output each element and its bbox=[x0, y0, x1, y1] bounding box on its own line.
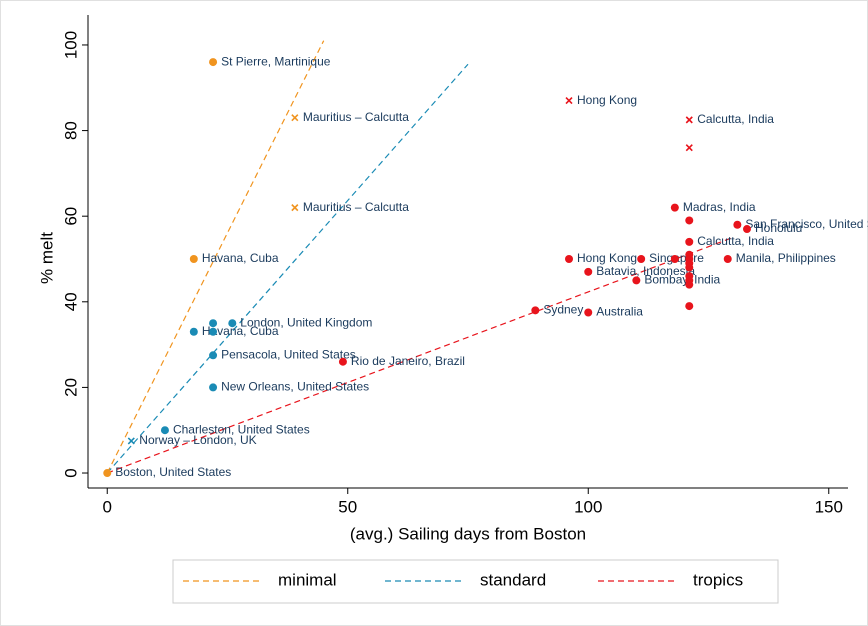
x-axis-title: (avg.) Sailing days from Boston bbox=[350, 524, 586, 543]
legend-label: tropics bbox=[693, 570, 743, 589]
point bbox=[103, 469, 112, 478]
point-label: Calcutta, India bbox=[697, 234, 774, 248]
x-tick-label: 50 bbox=[338, 497, 357, 516]
point-label: Honolulu bbox=[755, 221, 802, 235]
point-label: Havana, Cuba bbox=[202, 324, 279, 338]
point bbox=[565, 97, 573, 105]
point bbox=[189, 327, 198, 336]
point-label: London, United Kingdom bbox=[240, 315, 372, 329]
point-label: Mauritius – Calcutta bbox=[303, 110, 409, 124]
x-tick-label: 0 bbox=[103, 497, 112, 516]
point-label: Rio de Janeiro, Brazil bbox=[351, 354, 465, 368]
point bbox=[531, 306, 540, 315]
point-label: Charleston, United States bbox=[173, 422, 310, 436]
point bbox=[685, 280, 694, 289]
point-label: Hong Kong bbox=[577, 93, 637, 107]
point bbox=[637, 254, 646, 263]
point bbox=[685, 302, 694, 311]
point bbox=[160, 426, 169, 435]
point-label: Calcutta, India bbox=[697, 112, 774, 126]
y-axis-title: % melt bbox=[37, 232, 56, 284]
point bbox=[209, 383, 218, 392]
point-label: Hong Kong bbox=[577, 251, 637, 265]
point bbox=[565, 254, 574, 263]
point-label: New Orleans, United States bbox=[221, 380, 369, 394]
point-label: Bombay, India bbox=[644, 273, 720, 287]
x-tick-label: 100 bbox=[574, 497, 602, 516]
point bbox=[209, 351, 218, 360]
point bbox=[291, 204, 299, 212]
plot-area: St Pierre, Martinique Havana, Cuba Boston,… bbox=[103, 40, 868, 479]
point bbox=[209, 319, 218, 328]
point bbox=[291, 114, 299, 122]
legend-label: minimal bbox=[278, 570, 337, 589]
point-label: Sydney bbox=[543, 303, 583, 317]
fit-line bbox=[107, 237, 733, 474]
legend-box bbox=[172, 559, 779, 604]
point-label: Mauritius – Calcutta bbox=[303, 200, 409, 214]
point bbox=[584, 308, 593, 317]
point-label: Madras, India bbox=[683, 200, 756, 214]
y-tick-label: 60 bbox=[61, 207, 80, 226]
legend-label: standard bbox=[480, 570, 546, 589]
point bbox=[685, 263, 694, 272]
point-label: Norway – London, UK bbox=[139, 433, 256, 447]
y-tick-label: 100 bbox=[61, 31, 80, 59]
x-tick-label: 150 bbox=[815, 497, 843, 516]
point-label: St Pierre, Martinique bbox=[221, 54, 331, 68]
point bbox=[733, 220, 742, 229]
point-label: Boston, United States bbox=[115, 465, 231, 479]
point-label: Manila, Philippines bbox=[736, 251, 836, 265]
point bbox=[685, 116, 693, 124]
point bbox=[127, 437, 135, 445]
point bbox=[670, 254, 679, 263]
fit-line bbox=[106, 40, 325, 474]
y-tick-label: 0 bbox=[61, 468, 80, 477]
point bbox=[670, 203, 679, 212]
point bbox=[742, 225, 751, 234]
point bbox=[189, 254, 198, 263]
point bbox=[209, 327, 218, 336]
point-label: San Francisco, United States bbox=[745, 217, 868, 231]
point bbox=[685, 237, 694, 246]
point bbox=[685, 216, 694, 225]
point bbox=[209, 58, 218, 67]
point bbox=[228, 319, 237, 328]
point bbox=[723, 254, 732, 263]
point bbox=[338, 357, 347, 366]
point bbox=[632, 276, 641, 285]
y-tick-label: 40 bbox=[61, 292, 80, 311]
fit-line bbox=[106, 63, 469, 474]
point bbox=[685, 144, 693, 152]
point-label: Havana, Cuba bbox=[202, 251, 279, 265]
point-label: Batavia, Indonesia bbox=[596, 264, 695, 278]
point-label: Pensacola, United States bbox=[221, 347, 356, 361]
point-label: Australia bbox=[596, 305, 643, 319]
point bbox=[584, 267, 593, 276]
y-tick-label: 20 bbox=[61, 378, 80, 397]
y-tick-label: 80 bbox=[61, 121, 80, 140]
